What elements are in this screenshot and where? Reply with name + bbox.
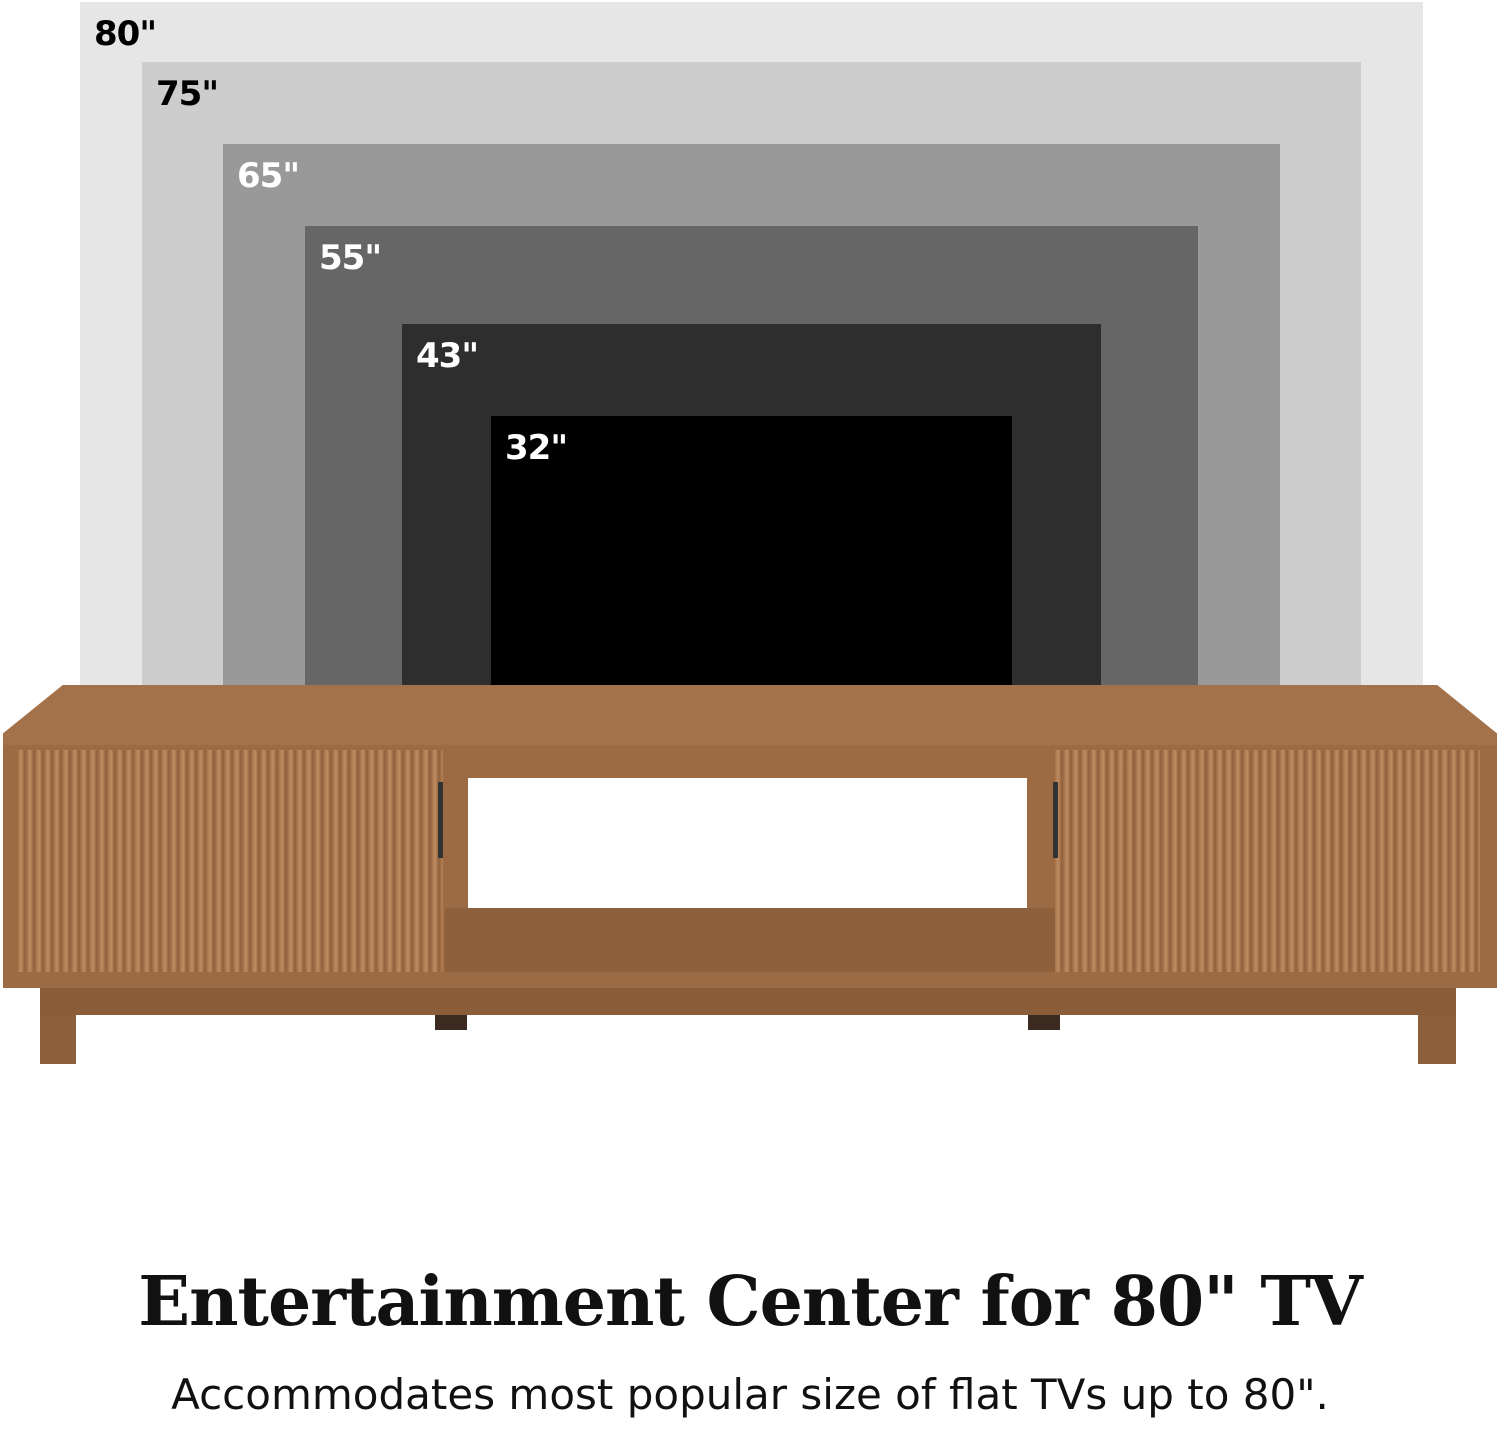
tv-size-label: 43"	[416, 336, 479, 376]
door-handle-left[interactable]	[438, 782, 443, 858]
tv-size-label: 32"	[505, 428, 568, 468]
tv-size-label: 80"	[94, 14, 157, 54]
door-handle-right[interactable]	[1053, 782, 1058, 858]
tv-size-label: 55"	[319, 238, 382, 278]
sliding-door-right[interactable]	[1055, 750, 1480, 972]
stand-foot-right	[1028, 1012, 1060, 1030]
shelf-bottom	[445, 908, 1055, 972]
tv-size-label: 65"	[237, 156, 300, 196]
headline: Entertainment Center for 80" TV	[138, 1262, 1362, 1342]
stand-top	[3, 685, 1497, 747]
tv-size-32: 32"	[491, 416, 1012, 686]
open-shelf	[468, 778, 1027, 908]
subheadline: Accommodates most popular size of flat T…	[171, 1370, 1329, 1419]
stand-foot-left	[435, 1012, 467, 1030]
sliding-door-left[interactable]	[18, 750, 443, 972]
stand-base-rail	[40, 985, 1456, 1015]
tv-size-label: 75"	[156, 74, 219, 114]
